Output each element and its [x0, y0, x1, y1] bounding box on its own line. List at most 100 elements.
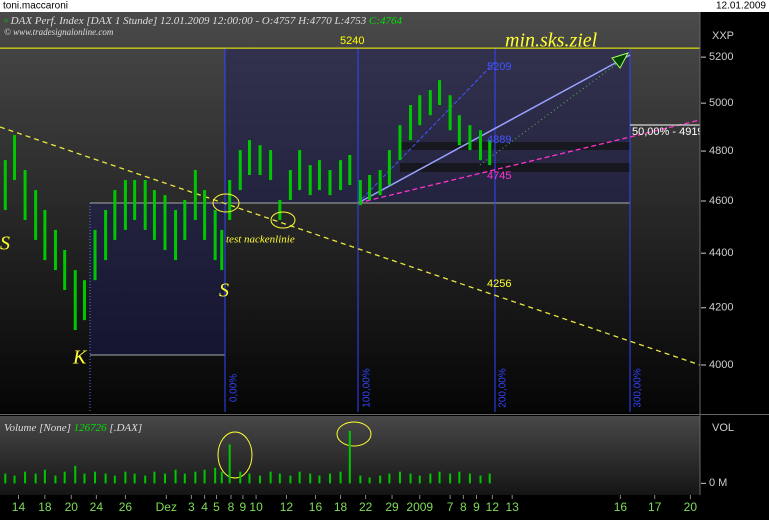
annotation: 4889 — [487, 134, 511, 146]
price-bar — [368, 175, 372, 200]
volume-bar — [309, 473, 312, 484]
volume-bar — [194, 471, 197, 484]
x-tick-label: 16 — [309, 500, 323, 514]
price-bar — [43, 209, 47, 261]
volume-bar — [174, 469, 177, 484]
x-tick-label: 18 — [334, 500, 348, 514]
volume-bar — [83, 473, 86, 484]
fib-label: 300,00% — [633, 368, 644, 408]
x-tick-label: 2009 — [406, 500, 433, 514]
volume-bar — [318, 475, 321, 484]
annotation: 50,00% - 4919 — [632, 126, 704, 138]
volume-bar — [124, 471, 127, 484]
user-name: toni.maccaroni — [3, 1, 68, 12]
volume-bar — [43, 469, 46, 484]
price-bar — [298, 150, 302, 191]
y-tick-label: 0 M — [709, 477, 727, 489]
price-layer — [0, 47, 700, 331]
volume-bar — [63, 471, 66, 484]
indicator-icon: ▫ — [4, 15, 11, 27]
volume-bar — [348, 430, 351, 484]
volume-bar — [144, 475, 147, 484]
highlight — [336, 421, 372, 447]
volume-bar — [104, 473, 107, 484]
price-bar — [448, 95, 452, 131]
volume-symbol: [.DAX] — [109, 422, 142, 434]
volume-bar — [24, 471, 27, 484]
volume-bar — [113, 475, 116, 484]
y-tick-label: 4200 — [709, 302, 733, 314]
volume-layer — [4, 430, 491, 484]
price-bar — [163, 195, 167, 250]
volume-bar — [220, 471, 223, 484]
price-bar — [53, 229, 57, 271]
volume-bar — [468, 473, 471, 484]
quote: H:4770 — [297, 15, 332, 27]
x-tick-label: Dez — [156, 500, 177, 514]
timestamp: 12.01.2009 12:00:00 - — [160, 15, 259, 27]
price-bar — [104, 209, 108, 261]
y-tick-label: 4600 — [709, 195, 733, 207]
chart-header: ▫ DAX Perf. Index [DAX 1 Stunde] 12.01.2… — [4, 15, 403, 27]
volume-header: Volume [None] 126726 [.DAX] — [4, 422, 142, 434]
price-bar — [418, 95, 422, 126]
level-label: 5240 — [340, 35, 364, 47]
highlight — [217, 431, 253, 479]
volume-bar — [94, 471, 97, 484]
volume-bar — [379, 475, 382, 484]
price-bar — [123, 180, 127, 230]
x-tick-label: 26 — [119, 500, 133, 514]
x-tick-label: 8 — [228, 500, 235, 514]
price-bar — [238, 150, 242, 191]
volume-bar — [183, 473, 186, 484]
y-tick-label: 4400 — [709, 247, 733, 259]
price-bar — [193, 170, 197, 221]
highlight — [212, 193, 240, 213]
price-bar — [438, 80, 442, 106]
volume-bar — [259, 475, 262, 484]
axis-label: VOL — [712, 422, 734, 434]
y-tick-label: 4800 — [709, 145, 733, 157]
price-bar — [278, 199, 282, 221]
annotation: 5209 — [487, 61, 511, 73]
annotation: 4745 — [487, 170, 511, 182]
volume-bar — [289, 475, 292, 484]
volume-bar — [298, 471, 301, 484]
volume-bar — [164, 473, 166, 484]
price-bar — [478, 130, 482, 161]
x-tick-label: 13 — [505, 500, 519, 514]
volume-title: Volume [None] — [4, 422, 71, 434]
annotation: K — [72, 347, 88, 369]
x-tick-label: 3 — [188, 500, 195, 514]
price-bar — [288, 170, 292, 200]
price-panel — [0, 12, 700, 413]
target-arrow — [611, 52, 630, 69]
price-bar — [387, 150, 391, 186]
price-bar — [143, 180, 147, 230]
volume-bar — [388, 473, 391, 484]
annotation: S — [0, 233, 10, 255]
annotations: min.sks.ziel 5209 4889 4745 4256 50,00% … — [0, 30, 704, 479]
price-bar — [428, 90, 432, 116]
x-tick-label: 18 — [38, 500, 52, 514]
volume-bar — [278, 473, 281, 484]
x-axis — [0, 495, 769, 520]
volume-bar — [368, 477, 371, 484]
x-tick-label: 12 — [280, 500, 294, 514]
price-bar — [82, 280, 86, 321]
volume-bar — [449, 473, 452, 484]
volume-bar — [13, 475, 16, 484]
volume-bar — [429, 473, 432, 484]
volume-bar — [248, 473, 251, 484]
x-tick-label: 8 — [460, 500, 467, 514]
y-tick-label: 4000 — [709, 359, 733, 371]
price-bar — [348, 154, 352, 186]
volume-bar — [418, 475, 421, 484]
quote: O:4757 — [262, 15, 296, 27]
y-tick-label: 5200 — [709, 51, 733, 63]
price-bar — [488, 140, 492, 166]
x-tick-label: 7 — [447, 500, 454, 514]
price-bar — [409, 105, 413, 141]
price-bar — [93, 229, 97, 281]
price-bar — [339, 160, 343, 191]
